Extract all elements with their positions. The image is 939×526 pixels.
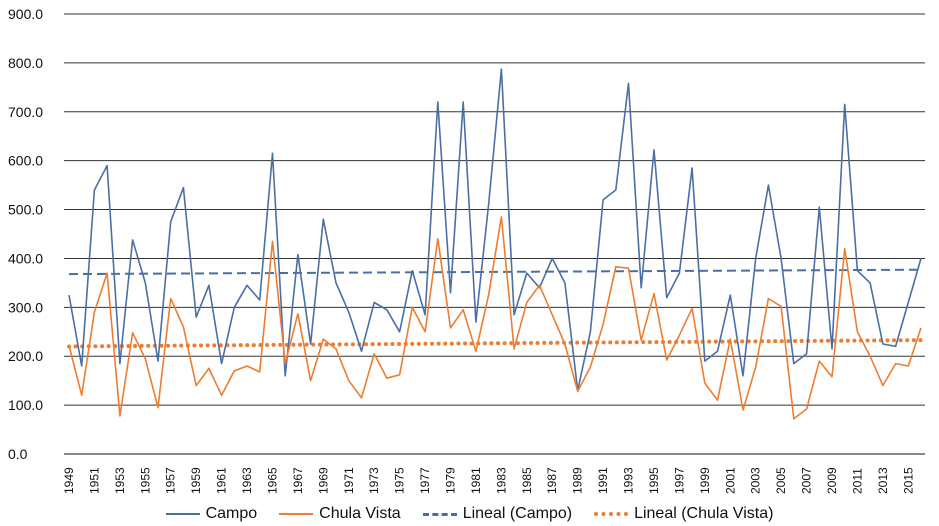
series-lines [67, 68, 923, 420]
x-tick-label: 1999 [698, 467, 712, 494]
x-tick-label: 2013 [876, 467, 890, 494]
y-tick-label: 900.0 [8, 6, 43, 22]
legend-label-lineal-chula-vista: Lineal (Chula Vista) [634, 505, 774, 522]
x-tick-label: 1985 [520, 467, 534, 494]
chart: 0.0 100.0 200.0 300.0 400.0 500.0 600.0 700.0 80… [8, 6, 925, 494]
y-tick-label: 500.0 [8, 202, 43, 218]
x-tick-label: 1959 [189, 467, 203, 494]
x-tick-label: 1995 [647, 467, 661, 494]
series-line-campo [68, 68, 922, 392]
x-tick-label: 1963 [240, 467, 254, 494]
y-tick-label: 400.0 [8, 250, 43, 266]
y-tick-label: 300.0 [8, 299, 43, 315]
trendline-lineal-campo [68, 268, 922, 276]
x-tick-label: 2009 [825, 467, 839, 494]
x-tick-label: 1981 [469, 467, 483, 494]
legend-label-lineal-campo: Lineal (Campo) [462, 505, 573, 522]
x-tick-label: 1975 [393, 467, 407, 494]
y-tick-label: 100.0 [8, 397, 43, 413]
x-tick-label: 1953 [113, 467, 127, 494]
x-tick-label: 1961 [215, 467, 229, 494]
y-tick-label: 700.0 [8, 104, 43, 120]
x-tick-label: 2003 [749, 467, 763, 494]
x-tick-label: 1991 [596, 467, 610, 494]
y-tick-label: 0.0 [8, 446, 28, 462]
legend-item-campo: Campo [165, 505, 258, 523]
legend-swatch-lineal-chula-vista [594, 512, 629, 516]
x-tick-label: 2001 [723, 467, 737, 494]
legend-item-lineal-chula-vista: Lineal (Chula Vista) [594, 505, 773, 523]
x-tick-label: 1955 [138, 467, 152, 494]
x-tick-label: 1983 [494, 467, 508, 494]
x-tick-label: 1949 [62, 467, 76, 494]
x-tick-label: 1951 [87, 467, 101, 494]
y-tick-label: 800.0 [8, 55, 43, 71]
trendline-lineal-chula-vista [67, 338, 923, 349]
series-line-chula-vista [68, 216, 922, 420]
x-tick-label: 2011 [850, 468, 864, 494]
y-tick-label: 600.0 [8, 153, 43, 169]
legend-item-lineal-campo: Lineal (Campo) [422, 505, 573, 523]
legend-swatch-lineal-campo [422, 512, 457, 516]
legend-label-campo: Campo [205, 505, 258, 522]
x-tick-label: 1993 [622, 467, 636, 494]
x-tick-label: 1969 [316, 467, 330, 494]
legend-swatch-campo [165, 513, 200, 515]
y-axis-ticks: 0.0 100.0 200.0 300.0 400.0 500.0 600.0 700.0 80… [8, 6, 43, 462]
x-tick-label: 1957 [164, 467, 178, 494]
legend-label-chula-vista: Chula Vista [319, 505, 401, 522]
legend-item-chula-vista: Chula Vista [279, 505, 401, 523]
gridlines [64, 13, 925, 455]
x-tick-label: 1987 [545, 467, 559, 494]
y-tick-label: 200.0 [8, 348, 43, 364]
x-tick-label: 1977 [418, 467, 432, 494]
x-tick-label: 2007 [800, 467, 814, 494]
x-tick-label: 1967 [291, 467, 305, 494]
x-tick-label: 1979 [443, 467, 457, 494]
x-axis-ticks: 1949 1951 1953 1955 1957 1959 1961 1963 1965 1967… [62, 467, 915, 494]
legend-swatch-chula-vista [279, 513, 314, 515]
x-tick-label: 1971 [342, 467, 356, 494]
x-tick-label: 1965 [265, 467, 279, 494]
x-tick-label: 2005 [774, 467, 788, 494]
x-tick-label: 1973 [367, 467, 381, 494]
legend: Campo Chula Vista Lineal (Campo) Lineal … [0, 502, 939, 526]
x-tick-label: 2015 [901, 467, 915, 494]
x-tick-label: 1997 [672, 467, 686, 494]
x-tick-label: 1989 [571, 467, 585, 494]
